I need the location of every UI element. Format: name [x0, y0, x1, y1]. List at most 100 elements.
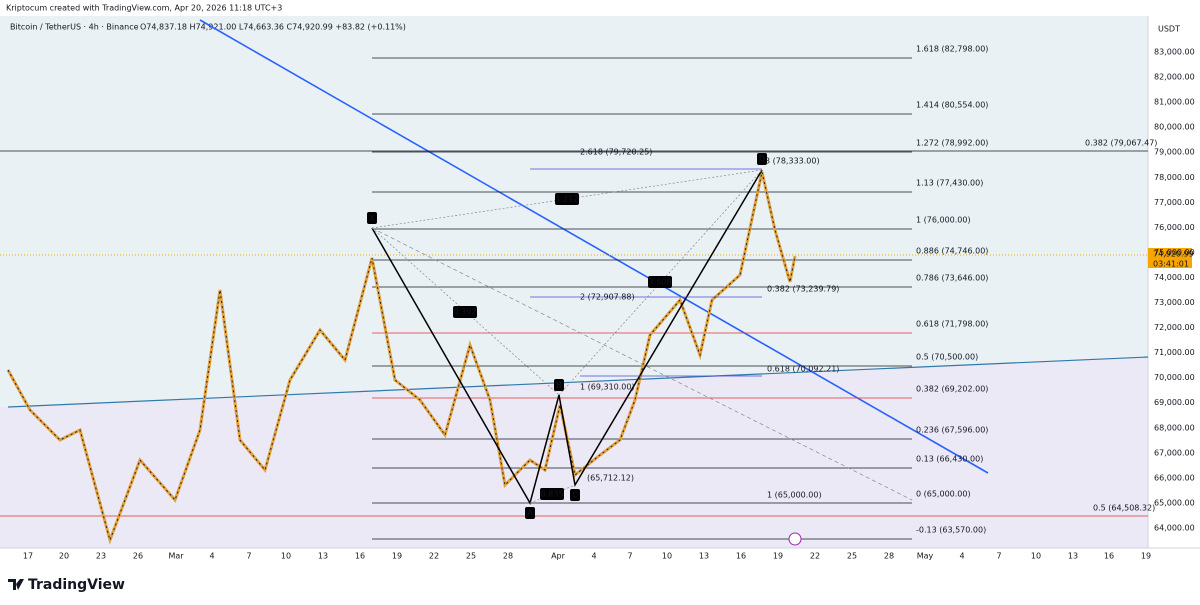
ratio-label: 0.835 [541, 490, 564, 499]
fib-label: 0.786 (73,646.00) [916, 274, 988, 283]
currency: USDT [1158, 25, 1180, 34]
time-label: 7 [627, 552, 632, 561]
point-label: C [572, 491, 578, 500]
time-label: 13 [1068, 552, 1078, 561]
time-label: 22 [429, 552, 439, 561]
time-label: 19 [392, 552, 402, 561]
fib-label: -0.13 (63,570.00) [916, 526, 986, 535]
time-label: 13 [318, 552, 328, 561]
projection-label: 0.618 (70,092.21) [767, 365, 839, 374]
fib-label: 1.618 (82,798.00) [916, 45, 988, 54]
ratio-label: 3.508 [649, 278, 672, 287]
ratio-box [648, 276, 672, 288]
projection-label: (65,712.12) [587, 474, 634, 483]
price-label: 74,000.00 [1154, 273, 1195, 282]
point-marker [367, 212, 377, 224]
projection-label: 2 (72,907.88) [580, 293, 635, 302]
fib-label: 0.236 (67,596.00) [916, 426, 988, 435]
point-marker [525, 507, 535, 519]
ratio-box [555, 193, 579, 205]
time-label: 26 [133, 552, 143, 561]
time-label: 25 [847, 552, 857, 561]
time-label: 16 [355, 552, 365, 561]
brand-logo [8, 579, 24, 590]
point-label: B [556, 381, 562, 390]
time-label: 4 [591, 552, 596, 561]
price-label: 81,000.00 [1154, 98, 1195, 107]
time-label: 10 [1031, 552, 1041, 561]
price-label: 75,000.00 [1154, 248, 1195, 257]
symbol: Bitcoin / TetherUS · 4h · Binance [10, 23, 139, 32]
ratio-box [453, 306, 477, 318]
ratio-label: 1.212 [556, 195, 579, 204]
point-label: D [759, 155, 765, 164]
price-label: 65,000.00 [1154, 498, 1195, 507]
fib-label: 0.13 (66,430.00) [916, 455, 983, 464]
price-label: 66,000.00 [1154, 473, 1195, 482]
time-label: 22 [810, 552, 820, 561]
time-label: 7 [246, 552, 251, 561]
upper-zone [0, 16, 1148, 407]
projection-label: 0.382 (73,239.79) [767, 285, 839, 294]
fib-label: 1.414 (80,554.00) [916, 101, 988, 110]
current-price-box [1148, 248, 1192, 268]
ratio-label: 0.392 [454, 308, 477, 317]
price-label: 70,000.00 [1154, 373, 1195, 382]
time-label: 23 [96, 552, 106, 561]
time-label: 28 [503, 552, 513, 561]
time-label: Mar [168, 552, 184, 561]
fib-label: 1.272 (78,992.00) [916, 139, 988, 148]
point-label: X [369, 214, 375, 223]
point-label: A [527, 509, 533, 518]
time-label: 16 [736, 552, 746, 561]
time-label: 4 [209, 552, 214, 561]
projection-label: 3 (78,333.00) [765, 157, 820, 166]
trend-line [7, 356, 1149, 408]
time-label: 16 [1104, 552, 1114, 561]
event-icon[interactable] [788, 532, 802, 546]
projection-label: 2.618 (79,720.25) [580, 148, 652, 157]
price-path [7, 171, 796, 542]
current-price: 74,920.99 [1153, 250, 1194, 259]
point-marker [570, 489, 580, 501]
price-label: 79,000.00 [1154, 148, 1195, 157]
countdown: 03:41:01 [1153, 260, 1189, 269]
price-label: 71,000.00 [1154, 348, 1195, 357]
price-label: 64,000.00 [1154, 523, 1195, 532]
price-label: 69,000.00 [1154, 398, 1195, 407]
time-label: 13 [699, 552, 709, 561]
trend-line [199, 19, 989, 474]
level-label: 0.5 (64,508.32) [1093, 504, 1155, 513]
projection-label: 1 (69,310.00) [580, 383, 635, 392]
ohlc: O74,837.18 H74,921.00 L74,663.36 C74,920… [140, 23, 406, 32]
lower-zone [0, 357, 1148, 548]
point-marker [554, 379, 564, 391]
time-label: 10 [281, 552, 291, 561]
time-label: 7 [996, 552, 1001, 561]
price-label: 68,000.00 [1154, 423, 1195, 432]
fib-label: 1.13 (77,430.00) [916, 179, 983, 188]
time-label: 25 [466, 552, 476, 561]
time-label: 19 [1141, 552, 1151, 561]
level-label: 0.382 (79,067.47) [1085, 139, 1157, 148]
price-label: 83,000.00 [1154, 48, 1195, 57]
brand: TradingView [28, 577, 125, 593]
ratio-box [540, 488, 564, 500]
price-label: 67,000.00 [1154, 448, 1195, 457]
fib-label: 0.382 (69,202.00) [916, 385, 988, 394]
byline: Kriptocum created with TradingView.com, … [6, 4, 282, 13]
fib-label: 0.886 (74,746.00) [916, 247, 988, 256]
price-label: 77,000.00 [1154, 198, 1195, 207]
time-label: May [917, 552, 934, 561]
time-label: 20 [59, 552, 69, 561]
time-label: 17 [23, 552, 33, 561]
time-label: 10 [662, 552, 672, 561]
price-label: 76,000.00 [1154, 223, 1195, 232]
fib-label: 0.618 (71,798.00) [916, 320, 988, 329]
fib-label: 1 (76,000.00) [916, 216, 971, 225]
price-label: 80,000.00 [1154, 123, 1195, 132]
fib-label: 0.5 (70,500.00) [916, 353, 978, 362]
price-label: 73,000.00 [1154, 298, 1195, 307]
price-label: 72,000.00 [1154, 323, 1195, 332]
projection-label: 1 (65,000.00) [767, 491, 822, 500]
